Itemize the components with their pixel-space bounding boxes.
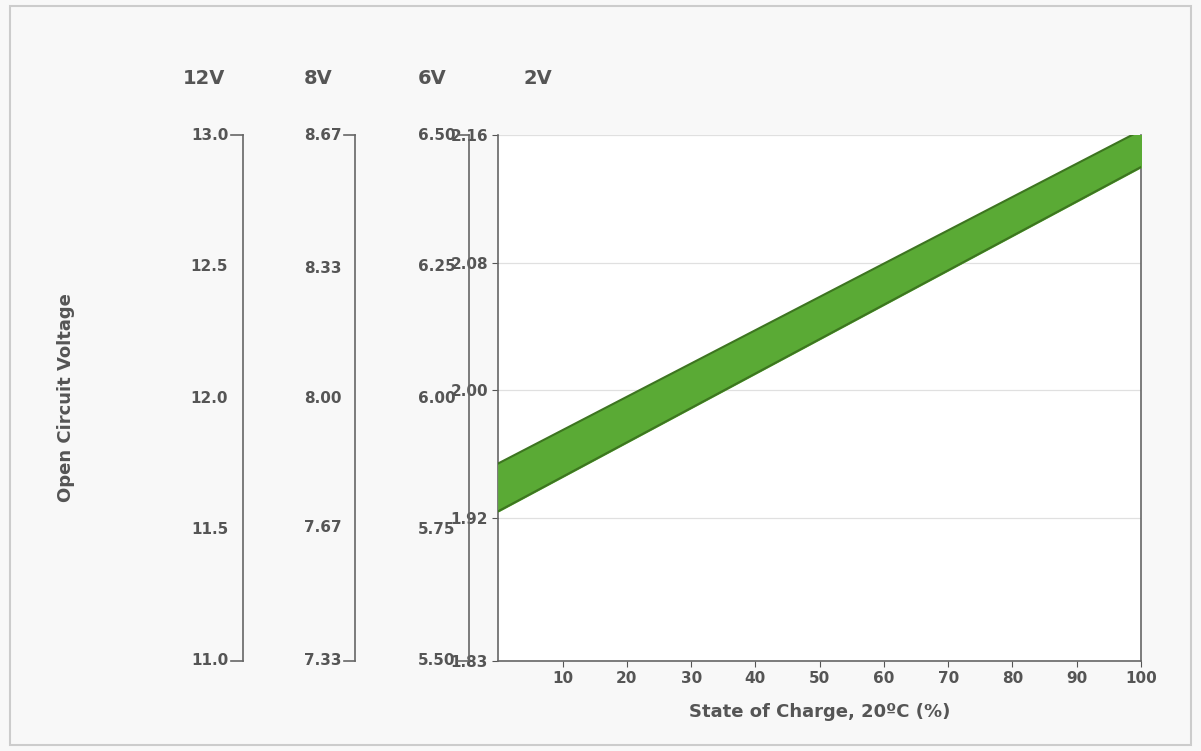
Text: 13.0: 13.0	[191, 128, 228, 143]
Text: 6V: 6V	[418, 69, 447, 89]
Text: 8.00: 8.00	[304, 391, 341, 406]
Text: 6.50: 6.50	[418, 128, 455, 143]
Text: 8.67: 8.67	[304, 128, 341, 143]
X-axis label: State of Charge, 20ºC (%): State of Charge, 20ºC (%)	[689, 703, 950, 721]
Text: 5.50: 5.50	[418, 653, 455, 668]
Text: Open Circuit Voltage: Open Circuit Voltage	[58, 294, 74, 502]
Text: 8.33: 8.33	[304, 261, 341, 276]
Text: 8V: 8V	[304, 69, 333, 89]
FancyBboxPatch shape	[10, 6, 1191, 745]
Text: 7.67: 7.67	[304, 520, 341, 535]
Text: 11.0: 11.0	[191, 653, 228, 668]
Text: 11.5: 11.5	[191, 522, 228, 537]
Text: 6.25: 6.25	[418, 259, 455, 274]
Text: 2V: 2V	[524, 69, 552, 89]
Text: 12.5: 12.5	[191, 259, 228, 274]
Text: 12V: 12V	[183, 69, 226, 89]
Text: 5.75: 5.75	[418, 522, 455, 537]
Text: 12.0: 12.0	[191, 391, 228, 406]
Text: 7.33: 7.33	[304, 653, 341, 668]
Text: 6.00: 6.00	[418, 391, 455, 406]
